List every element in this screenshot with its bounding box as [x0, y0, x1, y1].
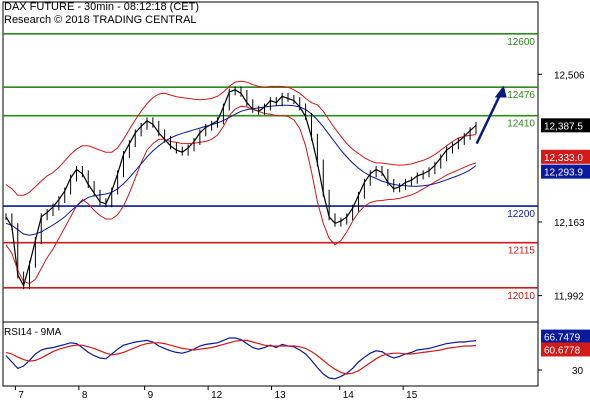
x-tick-label: 7	[18, 390, 24, 400]
level-label: 12600	[507, 37, 535, 48]
price-tag	[541, 164, 590, 179]
level-label: 12115	[508, 246, 536, 257]
y-tick-label: 12,506	[554, 70, 585, 81]
rsi-y-tick-label: 30	[572, 366, 584, 377]
price-tag	[541, 149, 590, 164]
level-label: 12476	[507, 90, 535, 101]
price-tag-label: 12,333.0	[544, 153, 583, 164]
chart-frame	[2, 1, 539, 387]
projection-arrow	[475, 85, 507, 145]
price-series-line	[5, 105, 477, 285]
projection-arrowhead	[494, 85, 507, 98]
price-tag	[541, 118, 590, 133]
x-tick-label: 9	[148, 390, 154, 400]
rsi-price-tag-label: 66.7479	[544, 333, 581, 344]
x-tick-label: 8	[82, 390, 88, 400]
level-label: 12010	[507, 291, 535, 302]
projection-line	[475, 92, 502, 145]
price-series-line	[5, 80, 477, 196]
level-label: 12410	[507, 119, 535, 130]
rsi-series-line	[5, 337, 477, 380]
horizontal-levels: 12600 12476 12410 12200 12115 12010	[3, 33, 538, 302]
x-tick-label: 14	[343, 390, 355, 400]
price-tags: 12,387.5 12,333.0 12,293.9	[541, 118, 590, 179]
price-series	[5, 80, 477, 290]
x-tick-label: 15	[406, 390, 418, 400]
price-tag-label: 12,387.5	[544, 121, 583, 132]
main-panel-border	[2, 1, 539, 323]
y-tick-label: 11,992	[554, 292, 584, 303]
price-series-line	[5, 104, 477, 236]
rsi-title: RSI14 - 9MA	[4, 327, 62, 338]
rsi-price-tag	[541, 329, 590, 344]
y-tick-label: 12,163	[554, 218, 585, 229]
price-tag-label: 12,293.9	[544, 168, 583, 179]
level-label: 12200	[507, 209, 535, 220]
rsi-panel-border	[2, 321, 539, 387]
rsi-price-tag	[541, 342, 590, 357]
chart-subtitle: Research © 2018 TRADING CENTRAL	[4, 14, 197, 26]
rsi-price-tag-label: 60.6778	[544, 345, 581, 356]
chart-title: DAX FUTURE - 30min - 08:12:18 (CET)	[4, 1, 199, 13]
x-tick-label: 13	[275, 390, 287, 400]
rsi-series-line	[5, 339, 477, 375]
axis-labels: 12,506 12,163 11,992 30 7 8 9 12 13 14 15	[14, 70, 585, 401]
x-tick-label: 12	[211, 390, 223, 400]
